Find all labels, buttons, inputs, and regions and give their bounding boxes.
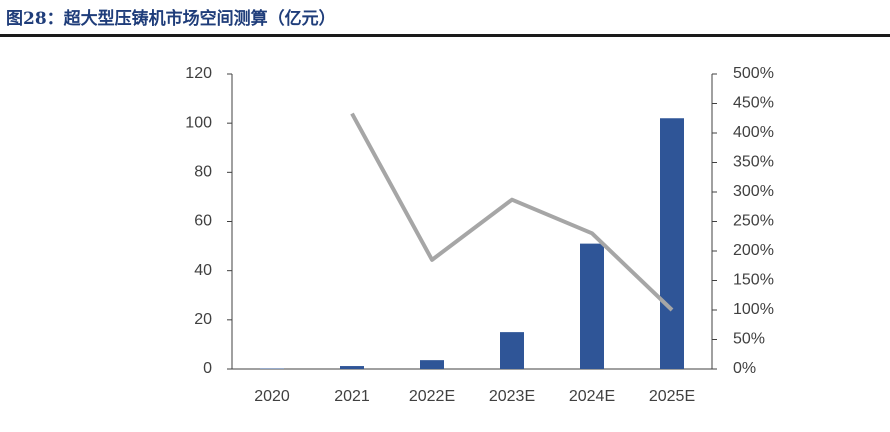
y-tick-label: 80 xyxy=(194,164,212,181)
y-tick-label: 0 xyxy=(203,360,212,377)
y-tick-label: 20 xyxy=(194,311,212,328)
y-tick-label: 100 xyxy=(185,114,212,131)
x-tick-label: 2025E xyxy=(649,388,695,405)
chart-title: 图28：超大型压铸机市场空间测算（亿元） xyxy=(6,9,336,29)
bar xyxy=(420,360,444,369)
title-rule xyxy=(0,34,890,37)
x-tick-label: 2022E xyxy=(409,388,455,405)
y2-tick-label: 200% xyxy=(733,242,774,259)
y-tick-label: 60 xyxy=(194,213,212,230)
y2-tick-label: 350% xyxy=(733,154,774,171)
y2-tick-label: 150% xyxy=(733,272,774,289)
x-tick-label: 2024E xyxy=(569,388,615,405)
y2-tick-label: 50% xyxy=(733,331,765,348)
y2-tick-label: 300% xyxy=(733,183,774,200)
y-tick-label: 120 xyxy=(185,65,212,82)
y2-tick-label: 400% xyxy=(733,124,774,141)
y2-tick-label: 0% xyxy=(733,360,756,377)
y-tick-label: 40 xyxy=(194,262,212,279)
bar xyxy=(580,243,604,369)
y2-tick-label: 100% xyxy=(733,301,774,318)
y2-tick-label: 250% xyxy=(733,213,774,230)
line xyxy=(350,112,674,312)
y2-tick-label: 500% xyxy=(733,65,774,82)
x-tick-label: 2020 xyxy=(254,388,290,405)
bar xyxy=(340,366,364,369)
bar xyxy=(500,332,524,369)
x-tick-label: 2023E xyxy=(489,388,535,405)
bar xyxy=(660,118,684,369)
y2-tick-label: 450% xyxy=(733,95,774,112)
x-tick-label: 2021 xyxy=(334,388,370,405)
